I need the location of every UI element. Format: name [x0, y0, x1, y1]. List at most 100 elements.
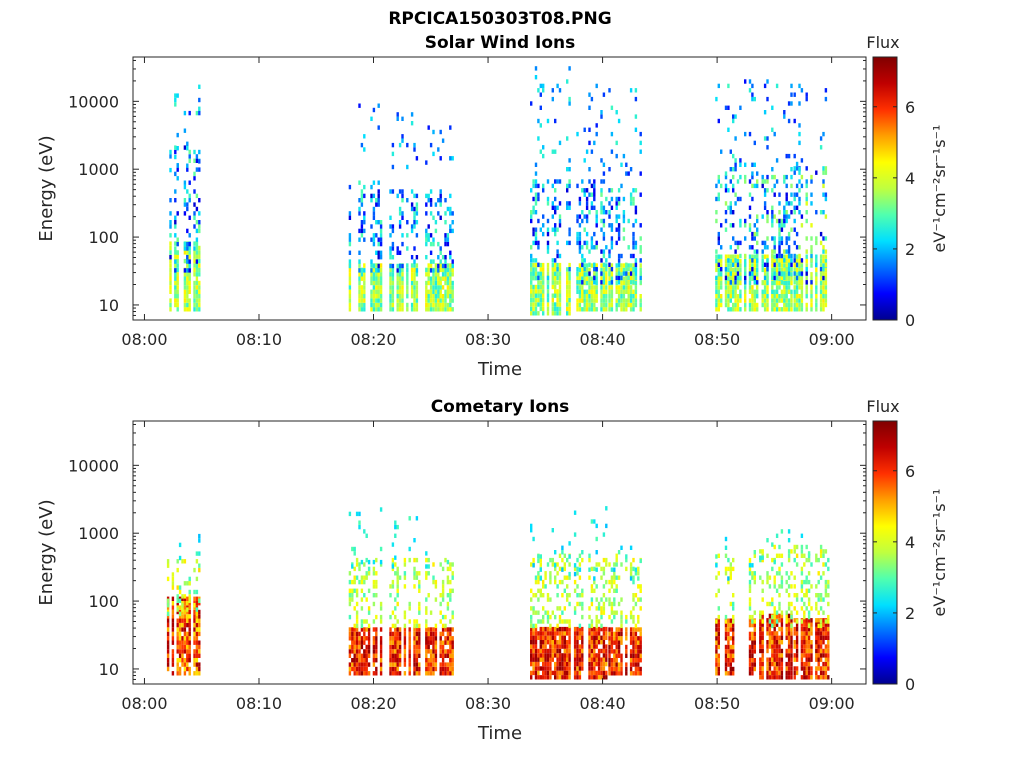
flux-cell	[363, 268, 366, 273]
flux-cell	[748, 631, 752, 637]
flux-cell	[800, 653, 804, 658]
flux-cell	[566, 593, 569, 598]
flux-cell	[588, 267, 591, 273]
flux-cell	[827, 640, 830, 645]
flux-cell	[613, 571, 616, 576]
flux-cell	[355, 627, 359, 632]
flux-cell	[595, 626, 598, 632]
flux-cell	[446, 636, 450, 641]
flux-cell	[787, 557, 791, 563]
flux-cell	[608, 579, 611, 585]
flux-cell	[391, 267, 395, 273]
flux-cell	[358, 280, 361, 286]
flux-cell	[432, 272, 435, 277]
flux-cell	[576, 644, 579, 649]
flux-cell	[734, 249, 737, 254]
flux-cell	[551, 201, 554, 206]
flux-cell	[534, 201, 538, 206]
flux-cell	[602, 210, 606, 215]
flux-cell	[377, 103, 380, 108]
flux-cell	[744, 131, 747, 137]
flux-cell	[805, 575, 808, 580]
flux-cell	[732, 223, 735, 228]
flux-cell	[534, 196, 538, 202]
flux-cell	[605, 523, 608, 529]
flux-cell	[620, 623, 623, 629]
flux-cell	[632, 649, 635, 654]
flux-cell	[800, 588, 804, 593]
flux-cell	[568, 66, 571, 71]
flux-cell	[822, 635, 825, 640]
flux-cell	[778, 294, 781, 299]
flux-cell	[444, 211, 447, 216]
flux-cell	[785, 263, 788, 268]
flux-cell	[787, 601, 791, 607]
flux-cell	[734, 263, 737, 268]
flux-cell	[379, 636, 383, 641]
flux-cell	[610, 307, 614, 312]
flux-cell	[581, 218, 584, 224]
flux-cell	[581, 635, 584, 640]
flux-cell	[539, 653, 542, 658]
flux-cell	[193, 294, 196, 299]
flux-cell	[819, 675, 823, 680]
flux-cell	[427, 671, 430, 676]
flux-cell	[617, 253, 621, 259]
flux-cell	[413, 302, 416, 308]
flux-cell	[822, 280, 825, 286]
flux-cell	[558, 635, 562, 640]
flux-cell	[751, 671, 754, 676]
flux-cell	[406, 280, 409, 286]
flux-cell	[444, 280, 447, 286]
flux-cell	[715, 593, 718, 598]
flux-cell	[783, 223, 786, 228]
colorbar-label: Flux	[866, 397, 899, 416]
flux-cell	[780, 657, 784, 662]
flux-cell	[198, 110, 201, 116]
flux-cell	[566, 631, 569, 636]
flux-cell	[174, 215, 177, 220]
flux-cell	[717, 640, 720, 645]
flux-cell	[403, 649, 407, 654]
flux-cell	[429, 631, 433, 637]
flux-cell	[449, 228, 452, 234]
flux-cell	[432, 302, 435, 308]
flux-cell	[451, 640, 454, 645]
flux-cell	[751, 294, 754, 299]
flux-cell	[451, 649, 454, 654]
flux-cell	[824, 272, 828, 277]
flux-cell	[763, 289, 767, 294]
flux-cell	[615, 636, 618, 641]
flux-cell	[805, 267, 808, 272]
flux-cell	[751, 174, 754, 180]
flux-cell	[734, 294, 737, 299]
flux-cell	[717, 588, 720, 593]
flux-cell	[775, 553, 779, 558]
flux-cell	[778, 223, 781, 228]
flux-cell	[401, 241, 404, 247]
flux-cell	[744, 236, 747, 241]
flux-cell	[358, 653, 361, 658]
flux-cell	[581, 258, 584, 263]
flux-cell	[391, 566, 395, 572]
flux-cell	[578, 298, 582, 303]
flux-cell	[403, 575, 407, 580]
flux-cell	[605, 298, 608, 303]
flux-cell	[391, 579, 395, 585]
flux-cell	[558, 614, 562, 620]
flux-cell	[632, 201, 635, 206]
flux-cell	[822, 249, 825, 254]
flux-cell	[759, 631, 762, 636]
flux-cell	[556, 640, 559, 645]
flux-cell	[429, 211, 433, 216]
flux-cell	[763, 275, 767, 281]
flux-cell	[181, 649, 184, 654]
flux-cell	[444, 557, 447, 563]
flux-cell	[780, 631, 784, 636]
flux-cell	[530, 562, 533, 567]
flux-cell	[183, 184, 187, 190]
flux-cell	[188, 302, 191, 308]
flux-cell	[432, 649, 435, 654]
flux-cell	[183, 581, 187, 586]
flux-cell	[768, 644, 772, 649]
